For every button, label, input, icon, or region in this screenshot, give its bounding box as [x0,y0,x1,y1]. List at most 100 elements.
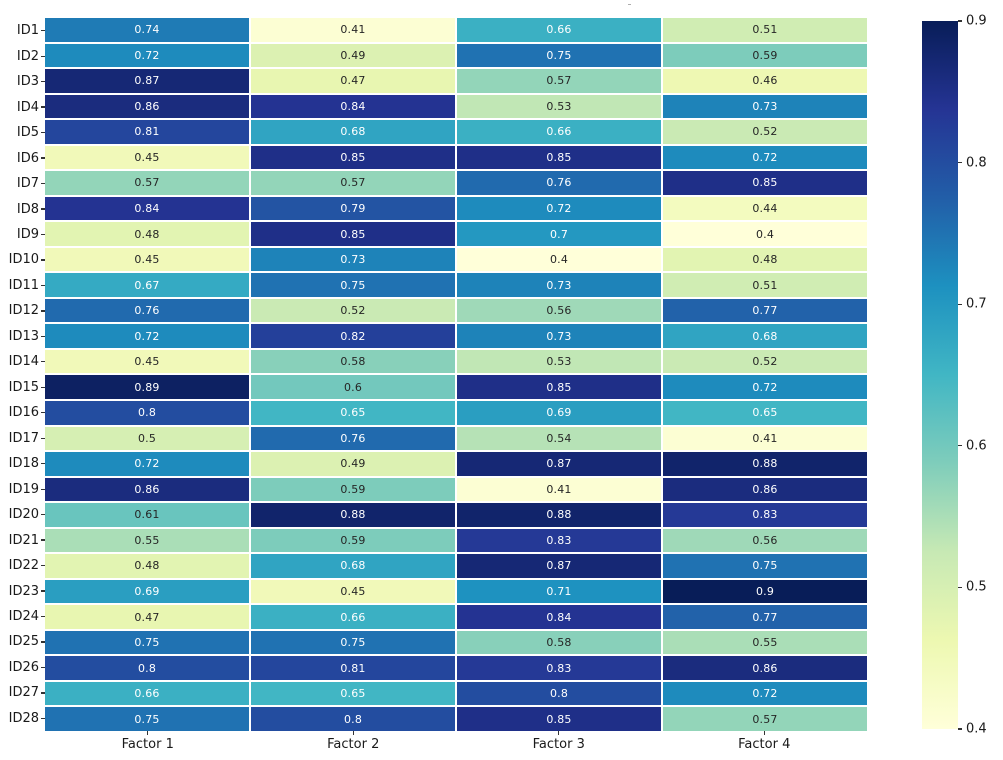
heatmap-cell: 0.48 [45,222,249,246]
heatmap-cell: 0.72 [663,375,867,399]
row-label-text: ID26 [8,659,39,675]
heatmap-cell: 0.66 [45,681,249,706]
column-label: Factor 3 [456,731,662,757]
row-label: ID8 [0,196,45,221]
heatmap-cell: 0.65 [663,400,867,425]
row-label-text: ID21 [8,532,39,548]
heatmap-cell: 0.67 [45,273,249,297]
row-label: ID11 [0,273,45,298]
heatmap-cell: 0.56 [457,298,661,323]
y-tick-mark [41,437,45,439]
row-label-text: ID6 [16,150,39,166]
heatmap-cell: 0.68 [663,324,867,348]
heatmap-cell: 0.72 [457,196,661,221]
colorbar-gradient [922,21,958,729]
row-label-text: ID18 [8,456,39,472]
row-label: ID1 [0,18,45,43]
heatmap-cell: 0.75 [251,630,455,655]
row-label-text: ID23 [8,583,39,599]
heatmap-cell: 0.72 [663,145,867,170]
heatmap-cell: 0.81 [251,656,455,680]
y-tick-mark [41,259,45,261]
x-axis-labels: Factor 1 Factor 2 Factor 3 Factor 4 [45,731,867,757]
y-tick-mark [41,335,45,337]
colorbar-tick-mark [958,445,962,447]
heatmap-cell: 0.73 [251,247,455,272]
y-tick-mark [41,284,45,287]
colorbar-tick-mark [958,728,962,730]
y-tick-mark [41,131,45,134]
heatmap-cell: 0.57 [663,707,867,731]
y-tick-mark [41,590,45,592]
heatmap: 0.74 0.41 0.66 0.51 0.72 0.49 0.75 0.59 0.87 0.47… [45,18,867,731]
heatmap-cell: 0.48 [663,247,867,272]
heatmap-cell: 0.59 [251,477,455,502]
heatmap-cell: 0.76 [45,298,249,323]
heatmap-cell: 0.53 [457,94,661,119]
artifact-mark [628,4,631,5]
heatmap-cell: 0.83 [457,656,661,680]
heatmap-cell: 0.51 [663,273,867,297]
row-label: ID12 [0,298,45,323]
row-label-text: ID19 [8,481,39,497]
y-tick-mark [41,361,45,363]
row-label-text: ID25 [8,634,39,650]
heatmap-cell: 0.5 [45,426,249,451]
heatmap-cell: 0.4 [457,247,661,272]
y-tick-mark [41,513,45,516]
heatmap-cell: 0.47 [251,69,455,93]
heatmap-cell: 0.85 [251,222,455,246]
column-label: Factor 4 [662,731,868,757]
heatmap-cell: 0.88 [457,503,661,527]
heatmap-cell: 0.66 [457,120,661,144]
heatmap-cell: 0.4 [663,222,867,246]
row-label: ID16 [0,400,45,425]
row-label: ID24 [0,604,45,629]
column-label: Factor 2 [251,731,457,757]
heatmap-cell: 0.85 [457,707,661,731]
heatmap-cell: 0.73 [663,94,867,119]
row-label: ID15 [0,375,45,400]
heatmap-cell: 0.76 [251,426,455,451]
column-label-text: Factor 4 [738,737,791,752]
heatmap-cell: 0.71 [457,579,661,604]
heatmap-cell: 0.72 [663,681,867,706]
heatmap-cell: 0.83 [663,503,867,527]
heatmap-cell: 0.87 [45,69,249,93]
column-label-text: Factor 1 [121,737,174,752]
row-label: ID18 [0,451,45,476]
heatmap-cell: 0.88 [663,452,867,476]
heatmap-cell: 0.41 [663,426,867,451]
heatmap-cell: 0.65 [251,400,455,425]
heatmap-cell: 0.81 [45,120,249,144]
heatmap-cell: 0.86 [45,477,249,502]
row-label: ID5 [0,120,45,145]
heatmap-cell: 0.57 [251,171,455,195]
heatmap-cell: 0.58 [457,630,661,655]
heatmap-cell: 0.72 [45,452,249,476]
row-label-text: ID22 [8,558,39,574]
x-tick-mark [352,731,354,735]
row-label-text: ID5 [16,125,39,141]
heatmap-cell: 0.83 [457,528,661,553]
heatmap-cell: 0.57 [457,69,661,93]
x-tick-mark [763,731,765,735]
y-tick-mark [41,310,45,312]
colorbar-tick-label: 0.7 [966,296,987,312]
row-label-text: ID17 [8,430,39,446]
heatmap-cell: 0.45 [45,349,249,374]
heatmap-cell: 0.87 [457,452,661,476]
heatmap-cell: 0.47 [45,605,249,629]
row-label-text: ID15 [8,379,39,395]
heatmap-cell: 0.69 [45,579,249,604]
row-label: ID4 [0,94,45,119]
heatmap-cell: 0.75 [45,707,249,731]
row-label-text: ID3 [16,74,39,90]
row-label-text: ID9 [16,226,39,242]
y-tick-mark [41,233,45,236]
y-tick-mark [41,717,45,720]
row-label: ID21 [0,527,45,552]
heatmap-cell: 0.66 [457,18,661,42]
row-label-text: ID14 [8,354,39,370]
y-tick-mark [41,463,45,465]
